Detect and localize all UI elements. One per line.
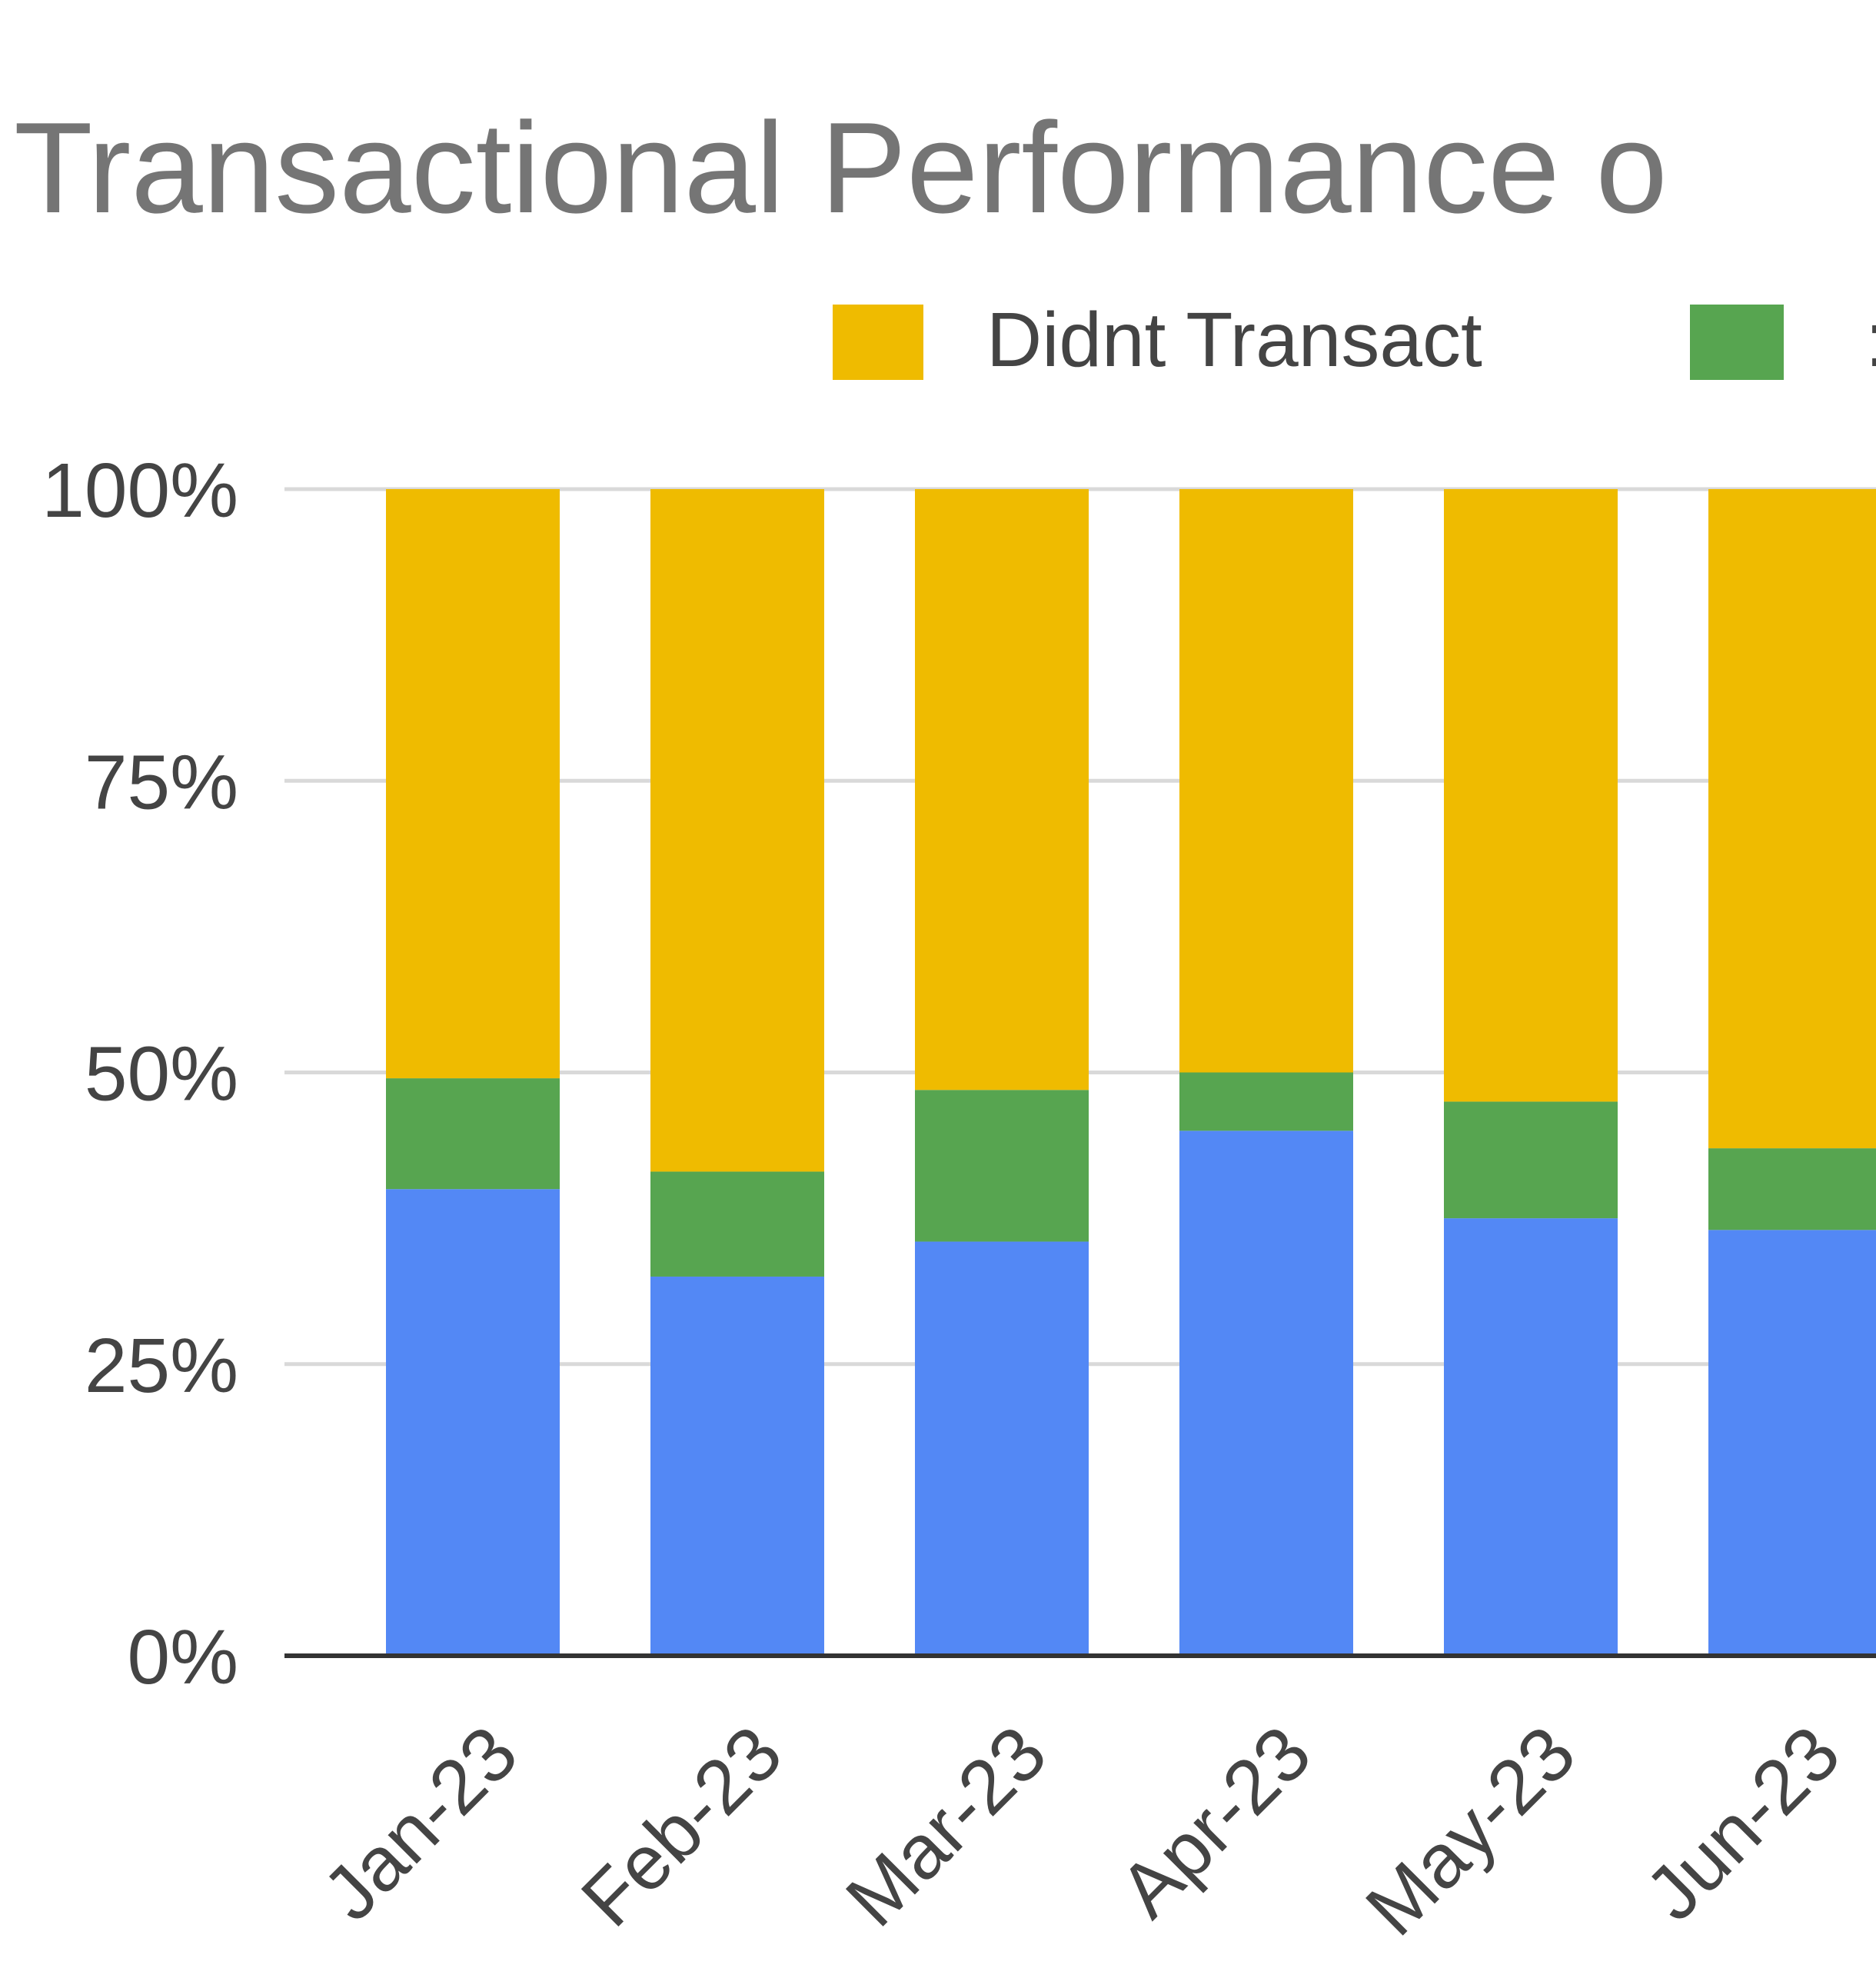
bar-segment-didnt-transact-may-23 (1444, 489, 1618, 1101)
y-tick-label: 75% (85, 739, 238, 825)
bar-segment-blue-jan-23 (386, 1189, 560, 1656)
legend: Didnt Transact : (833, 297, 1876, 383)
x-tick-label: Jun-23 (1629, 1710, 1856, 1936)
x-axis-tick-labels: Jan-23 Feb-23 Mar-23 Apr-23 May-23 Jun-23 (307, 1710, 1856, 1952)
bar-segment-blue-feb-23 (650, 1277, 824, 1656)
x-tick-label: Apr-23 (1103, 1710, 1327, 1933)
legend-label-didnt-transact: Didnt Transact (986, 297, 1482, 383)
legend-label-partial: : (1865, 297, 1876, 383)
bar-segment-green-feb-23 (650, 1171, 824, 1277)
bar-segment-green-mar-23 (915, 1090, 1089, 1241)
bar-segment-didnt-transact-apr-23 (1179, 489, 1353, 1073)
legend-swatch-green (1690, 305, 1784, 380)
bar-segment-green-jan-23 (386, 1078, 560, 1189)
bar-segment-green-jun-23 (1708, 1148, 1876, 1230)
bar-segment-green-apr-23 (1179, 1073, 1353, 1131)
y-tick-label: 100% (42, 448, 238, 534)
bar-segment-green-may-23 (1444, 1101, 1618, 1218)
bar-segment-didnt-transact-jan-23 (386, 489, 560, 1078)
x-tick-label: Feb-23 (565, 1710, 798, 1943)
bar-segment-blue-apr-23 (1179, 1131, 1353, 1656)
bar-segment-blue-may-23 (1444, 1218, 1618, 1656)
bar-segment-blue-mar-23 (915, 1241, 1089, 1656)
bar-segment-didnt-transact-mar-23 (915, 489, 1089, 1090)
y-axis-tick-labels: 0% 25% 50% 75% 100% (42, 448, 238, 1700)
x-tick-label: Mar-23 (830, 1710, 1063, 1943)
x-tick-label: Jan-23 (307, 1710, 534, 1936)
x-tick-label: May-23 (1349, 1710, 1592, 1952)
y-tick-label: 50% (85, 1031, 238, 1117)
y-tick-label: 0% (127, 1614, 238, 1700)
bar-segment-blue-jun-23 (1708, 1230, 1876, 1656)
bar-segment-didnt-transact-feb-23 (650, 489, 824, 1171)
y-tick-label: 25% (85, 1323, 238, 1409)
chart-title: Transactional Performance o (14, 95, 1668, 240)
bar-segment-didnt-transact-jun-23 (1708, 489, 1876, 1148)
legend-swatch-didnt-transact (833, 305, 923, 380)
